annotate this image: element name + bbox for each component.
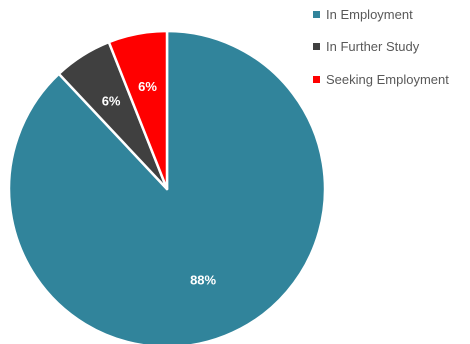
legend-swatch-in-employment (313, 10, 320, 18)
legend-swatch-seeking-employment (313, 75, 320, 83)
data-label-seeking-employment: 6% (138, 79, 157, 94)
legend-item-in-further-study: In Further Study (313, 38, 449, 56)
chart-legend: In Employment In Further Study Seeking E… (313, 5, 449, 103)
legend-label-seeking-employment: Seeking Employment (326, 71, 449, 87)
legend-swatch-in-further-study (313, 43, 320, 50)
legend-item-in-employment: In Employment (313, 5, 449, 23)
legend-item-seeking-employment: Seeking Employment (313, 70, 449, 88)
pie-slice-seeking-employment (107, 29, 169, 191)
legend-label-in-employment: In Employment (326, 6, 413, 22)
data-label-in-employment: 88% (190, 273, 216, 288)
legend-label-in-further-study: In Further Study (326, 39, 420, 54)
data-label-in-further-study: 6% (102, 94, 121, 109)
